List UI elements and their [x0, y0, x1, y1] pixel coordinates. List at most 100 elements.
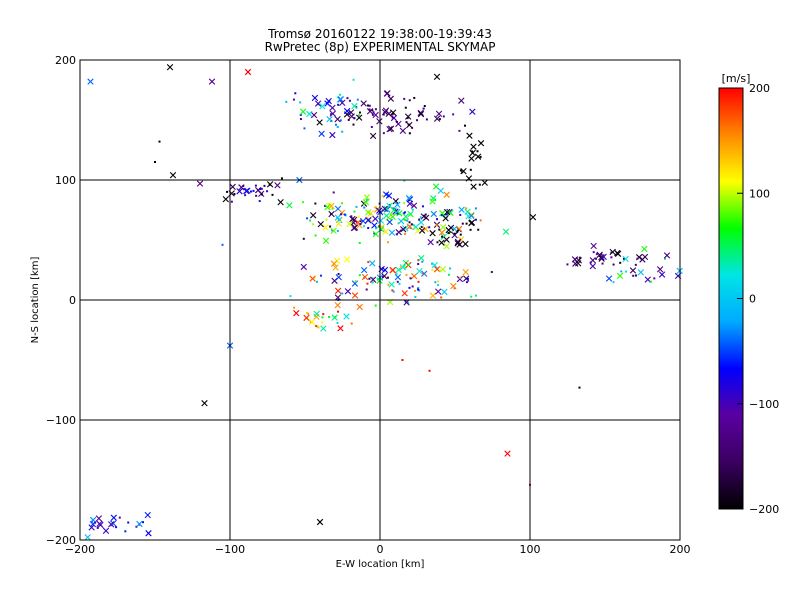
scatter-marker-dot	[312, 223, 315, 226]
scatter-marker-dot	[289, 295, 292, 298]
scatter-marker-x	[334, 214, 342, 221]
scatter-marker-dot	[398, 282, 401, 285]
scatter-marker-x	[369, 132, 377, 140]
scatter-marker-dot	[589, 261, 592, 264]
scatter-marker-dot	[416, 288, 419, 291]
x-axis-label: E-W location [km]	[336, 559, 425, 570]
scatter-marker-x	[385, 192, 393, 199]
scatter-marker-x	[438, 229, 446, 236]
x-tick-label: −100	[215, 543, 245, 556]
scatter-marker-dot	[135, 525, 138, 528]
scatter-marker-dot	[391, 289, 394, 292]
scatter-marker-x	[362, 199, 370, 206]
scatter-marker-dot	[367, 227, 370, 230]
scatter-marker-x	[329, 110, 336, 117]
scatter-marker-x	[107, 521, 115, 528]
scatter-marker-x	[343, 256, 351, 263]
scatter-marker-dot	[358, 274, 361, 277]
scatter-marker-x	[322, 224, 329, 231]
scatter-marker-dot	[313, 277, 316, 280]
scatter-marker-dot	[316, 325, 319, 328]
scatter-marker-x	[385, 110, 392, 118]
scatter-marker-x	[303, 314, 310, 322]
scatter-marker-dot	[437, 280, 440, 283]
scatter-marker-dot	[404, 219, 407, 222]
scatter-marker-dot	[649, 280, 652, 283]
scatter-marker-x	[430, 195, 437, 202]
scatter-marker-x	[208, 78, 216, 85]
scatter-marker-dot	[321, 316, 324, 319]
scatter-marker-x	[431, 262, 438, 269]
scatter-marker-dot	[271, 193, 274, 196]
y-axis-label: N-S location [km]	[30, 257, 41, 344]
scatter-marker-x	[322, 237, 330, 244]
scatter-marker-dot	[368, 277, 371, 280]
scatter-marker-x	[376, 207, 383, 214]
scatter-marker-x	[416, 268, 423, 275]
scatter-marker-x	[456, 275, 464, 283]
scatter-marker-dot	[442, 115, 445, 118]
scatter-marker-x	[244, 68, 252, 76]
scatter-marker-dot	[490, 271, 493, 274]
scatter-marker-x	[381, 266, 389, 274]
scatter-marker-dot	[331, 207, 334, 210]
scatter-marker-dot	[414, 295, 417, 298]
scatter-marker-x	[639, 256, 646, 263]
scatter-marker-dot	[402, 218, 405, 221]
scatter-marker-x	[274, 182, 281, 189]
scatter-marker-dot	[612, 281, 615, 284]
scatter-marker-dot	[260, 193, 263, 196]
scatter-marker-x	[439, 210, 446, 217]
scatter-marker-dot	[612, 263, 615, 266]
scatter-marker-x	[339, 99, 346, 106]
scatter-marker-x	[629, 267, 637, 274]
scatter-marker-x	[590, 242, 597, 250]
scatter-marker-dot	[353, 117, 356, 120]
scatter-marker-dot	[456, 230, 459, 233]
scatter-marker-dot	[391, 113, 394, 116]
scatter-marker-dot	[436, 241, 439, 244]
scatter-marker-x	[363, 194, 371, 201]
scatter-marker-dot	[622, 257, 625, 260]
x-tick-label: 0	[377, 543, 384, 556]
scatter-marker-dot	[305, 311, 308, 314]
scatter-marker-dot	[409, 227, 412, 230]
scatter-marker-x	[337, 325, 344, 332]
scatter-marker-dot	[419, 216, 422, 219]
scatter-marker-x	[360, 266, 368, 274]
scatter-marker-dot	[317, 326, 320, 329]
scatter-marker-dot	[440, 296, 443, 299]
scatter-marker-dot	[142, 521, 145, 524]
scatter-marker-x	[169, 172, 177, 179]
scatter-marker-dot	[328, 316, 331, 319]
scatter-marker-dot	[632, 274, 635, 277]
scatter-marker-dot	[115, 526, 118, 529]
scatter-marker-x	[605, 275, 613, 282]
scatter-marker-dot	[263, 184, 266, 187]
scatter-marker-dot	[414, 289, 417, 292]
scatter-marker-x	[427, 239, 434, 246]
colorbar-ticks: 200 100 0 −100 −200	[737, 82, 779, 516]
scatter-marker-x	[96, 520, 103, 527]
scatter-marker-x	[404, 113, 412, 120]
scatter-marker-dot	[127, 521, 130, 524]
scatter-marker-x	[392, 197, 399, 205]
scatter-marker-dot	[399, 266, 402, 269]
scatter-marker-x	[389, 109, 397, 116]
scatter-marker-dot	[350, 322, 353, 325]
scatter-marker-x	[445, 226, 452, 234]
scatter-marker-dot	[355, 205, 358, 208]
scatter-marker-dot	[258, 200, 261, 203]
scatter-marker-dot	[479, 219, 482, 222]
scatter-marker-dot	[350, 215, 353, 218]
scatter-marker-x	[443, 236, 450, 243]
scatter-marker-x	[351, 102, 358, 110]
scatter-marker-x	[325, 97, 332, 105]
scatter-marker-x	[309, 212, 317, 219]
scatter-marker-x	[360, 100, 367, 107]
scatter-marker-dot	[578, 386, 581, 389]
scatter-marker-dot	[407, 263, 410, 266]
scatter-marker-x	[504, 450, 511, 457]
scatter-marker-dot	[371, 113, 374, 116]
scatter-marker-x	[344, 288, 352, 295]
